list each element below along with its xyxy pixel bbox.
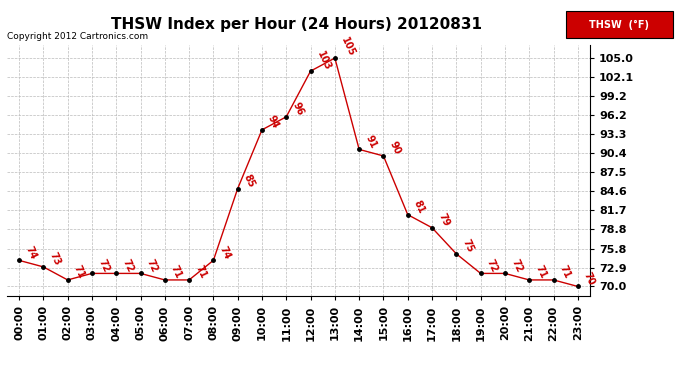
Text: 72: 72 xyxy=(145,258,159,274)
Text: 75: 75 xyxy=(460,238,475,255)
Text: 71: 71 xyxy=(193,264,208,280)
Text: 71: 71 xyxy=(533,264,548,280)
Text: 91: 91 xyxy=(364,134,378,150)
Text: 71: 71 xyxy=(169,264,184,280)
Text: 103: 103 xyxy=(315,49,333,72)
Text: 94: 94 xyxy=(266,114,281,130)
Text: 73: 73 xyxy=(48,251,62,267)
Text: 71: 71 xyxy=(558,264,573,280)
Text: 105: 105 xyxy=(339,36,357,58)
Text: 71: 71 xyxy=(72,264,86,280)
Text: THSW  (°F): THSW (°F) xyxy=(589,20,649,30)
Text: 81: 81 xyxy=(412,199,426,215)
Text: 96: 96 xyxy=(290,101,305,117)
Text: 72: 72 xyxy=(485,258,500,274)
Text: 70: 70 xyxy=(582,271,597,287)
Text: 85: 85 xyxy=(242,172,257,189)
Text: THSW Index per Hour (24 Hours) 20120831: THSW Index per Hour (24 Hours) 20120831 xyxy=(111,17,482,32)
Text: 90: 90 xyxy=(388,140,402,156)
Text: Copyright 2012 Cartronics.com: Copyright 2012 Cartronics.com xyxy=(7,32,148,41)
Text: 74: 74 xyxy=(23,244,38,261)
Text: 72: 72 xyxy=(509,258,524,274)
Text: 72: 72 xyxy=(120,258,135,274)
Text: 72: 72 xyxy=(96,258,111,274)
Text: 74: 74 xyxy=(217,244,233,261)
Text: 79: 79 xyxy=(436,212,451,228)
